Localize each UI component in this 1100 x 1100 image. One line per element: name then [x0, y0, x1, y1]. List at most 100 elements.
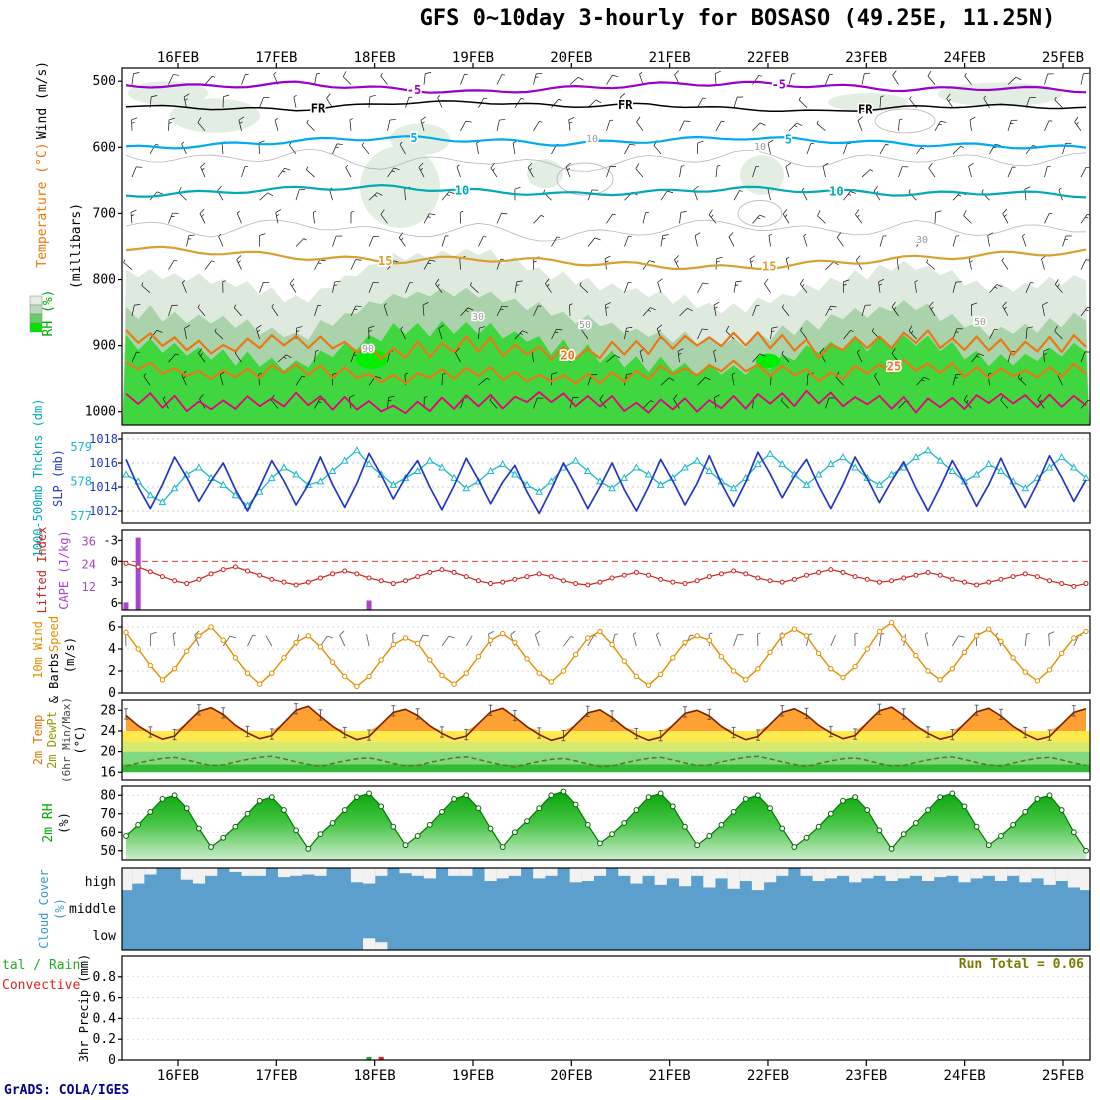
temp-tick: 20: [100, 745, 116, 760]
ylabel-pct: (%): [57, 812, 71, 834]
rh-tick: 50: [100, 844, 116, 859]
wind-tick: 6: [108, 620, 116, 635]
contour-label: 15: [762, 259, 776, 273]
x-axis-label-bottom: 19FEB: [452, 1068, 494, 1084]
ylabel-slp: SLP (mb): [51, 449, 65, 507]
x-axis-label-top: 25FEB: [1042, 50, 1084, 66]
contour-label: -5: [407, 83, 421, 97]
run-total: Run Total = 0.06: [959, 957, 1084, 972]
wind-tick: 2: [108, 664, 116, 679]
y-tick-label: 800: [93, 273, 116, 288]
panel-slp-thickness: 1012 1014 1016 1018 577 578 579 1000-500mb Thck…: [31, 399, 1091, 558]
ylabel-barbs: & Barbs: [47, 653, 61, 704]
x-axis-label-top: 24FEB: [944, 50, 986, 66]
x-axis-label-top: 22FEB: [747, 50, 789, 66]
ylabel-10m-wind: 10m Wind: [31, 621, 45, 679]
rh-tick: 60: [100, 825, 116, 840]
gray-contour-label: 10: [586, 134, 598, 145]
upper-air-wind-barbs: [123, 70, 1090, 409]
contour-label: 20: [560, 349, 574, 363]
y-tick-label: 500: [93, 74, 116, 89]
cape-tick: 24: [82, 557, 96, 571]
ylabel-rh: RH (%): [41, 290, 56, 337]
temp-tick: 16: [100, 765, 116, 780]
ylabel-wind: Wind (m/s): [35, 61, 50, 139]
x-axis-label-bottom: 18FEB: [354, 1068, 396, 1084]
precip-tick: 0: [108, 1053, 116, 1068]
ylabel-3hr-precip: 3hr Precip (mm): [77, 954, 91, 1062]
rh-tick: 80: [100, 788, 116, 803]
cloud-band-label: high: [85, 875, 116, 890]
cloud-plot-area: [122, 868, 1090, 950]
x-axis-label-bottom: 20FEB: [550, 1068, 592, 1084]
gray-contour-label: 30: [916, 235, 928, 246]
ylabel-temperature: Temperature (°C): [35, 142, 50, 267]
contour-label: 15: [378, 254, 392, 268]
legend-total-rain: tal / Rain: [2, 958, 80, 973]
gray-contour-label: 90: [362, 344, 374, 355]
x-axis-label-bottom: 16FEB: [157, 1068, 199, 1084]
y-tick-label: 900: [93, 339, 116, 354]
panel-10m-wind: 0 2 4 6 10m Wind Speed& Barbs (m/s): [31, 615, 1091, 704]
x-axis-label-top: 23FEB: [845, 50, 887, 66]
contour-label: 5: [410, 131, 417, 145]
ylabel-degc: (°C): [73, 726, 87, 755]
li-tick: 6: [111, 596, 118, 610]
contour-label: 10: [455, 183, 469, 197]
panel-2m-temp: 16 20 24 28 2m Temp 2m DewPt (6hr Min/Max) (°C): [31, 697, 1091, 783]
contour-label: 10: [829, 184, 843, 198]
precip-tick: 0.2: [93, 1032, 116, 1047]
x-axis-label-bottom: 25FEB: [1042, 1068, 1084, 1084]
li-tick: 0: [111, 554, 118, 568]
wind-tick: 0: [108, 686, 116, 701]
contour-label: FR: [618, 98, 633, 112]
wind-tick: 4: [108, 642, 116, 657]
legend-convective: Convective: [2, 978, 80, 993]
cloud-band-label: middle: [69, 902, 116, 917]
chart-title: GFS 0~10day 3-hourly for BOSASO (49.25E,…: [419, 6, 1056, 31]
gray-contour-label: 10: [754, 142, 766, 153]
x-axis-label-bottom: 24FEB: [944, 1068, 986, 1084]
ylabel-cloud-cover: Cloud Cover: [37, 869, 51, 948]
x-axis-label-top: 17FEB: [255, 50, 297, 66]
ylabel-thickness: 1000-500mb Thckns (dm): [31, 399, 45, 558]
surface-wind-barbs: [125, 630, 1082, 647]
y-tick-label: 1000: [85, 405, 116, 420]
panel-2m-rh: 50 60 70 80 2m RH (%): [41, 785, 1091, 861]
ylabel-cloud-pct: (%): [53, 898, 67, 920]
gray-contour-label: 50: [579, 320, 591, 331]
li-tick: -3: [104, 533, 118, 547]
x-axis-label-top: 16FEB: [157, 50, 199, 66]
temp-tick: 28: [100, 703, 116, 718]
ylabel-2m-dewpt: 2m DewPt: [45, 711, 59, 769]
precip-tick: 0.8: [93, 970, 116, 985]
precip-tick: 0.4: [93, 1011, 117, 1026]
li-tick: 3: [111, 575, 118, 589]
x-axis-label-bottom: 23FEB: [845, 1068, 887, 1084]
x-axis-label-bottom: 22FEB: [747, 1068, 789, 1084]
cape-tick: 12: [82, 580, 96, 594]
y-tick-label: 600: [93, 140, 116, 155]
thickness-tick: 577: [70, 509, 92, 523]
ylabel-cape: CAPE (J/kg): [57, 530, 71, 609]
ylabel-speed: Speed: [47, 616, 61, 652]
upper-air-plot-area: [122, 70, 1090, 425]
cape-tick: 36: [82, 534, 96, 548]
panel-cloud-cover: high middle low Cloud Cover (%): [37, 867, 1091, 951]
slp-tick: 1018: [89, 432, 118, 446]
ylabel-millibars: (millibars): [69, 203, 84, 289]
x-axis-label-top: 21FEB: [649, 50, 691, 66]
contour-label: FR: [311, 101, 326, 115]
ylabel-ms: (m/s): [63, 637, 77, 673]
gray-contour-label: 50: [974, 317, 986, 328]
y-tick-label: 700: [93, 206, 116, 221]
precip-tick: 0.6: [93, 991, 116, 1006]
x-axis-label-top: 20FEB: [550, 50, 592, 66]
temp-tick: 24: [100, 724, 116, 739]
thickness-tick: 579: [70, 440, 92, 454]
gray-contour-label: 30: [472, 312, 484, 323]
ylabel-lifted-index: Lifted Index: [35, 527, 49, 614]
cloud-band-label: low: [93, 929, 117, 944]
